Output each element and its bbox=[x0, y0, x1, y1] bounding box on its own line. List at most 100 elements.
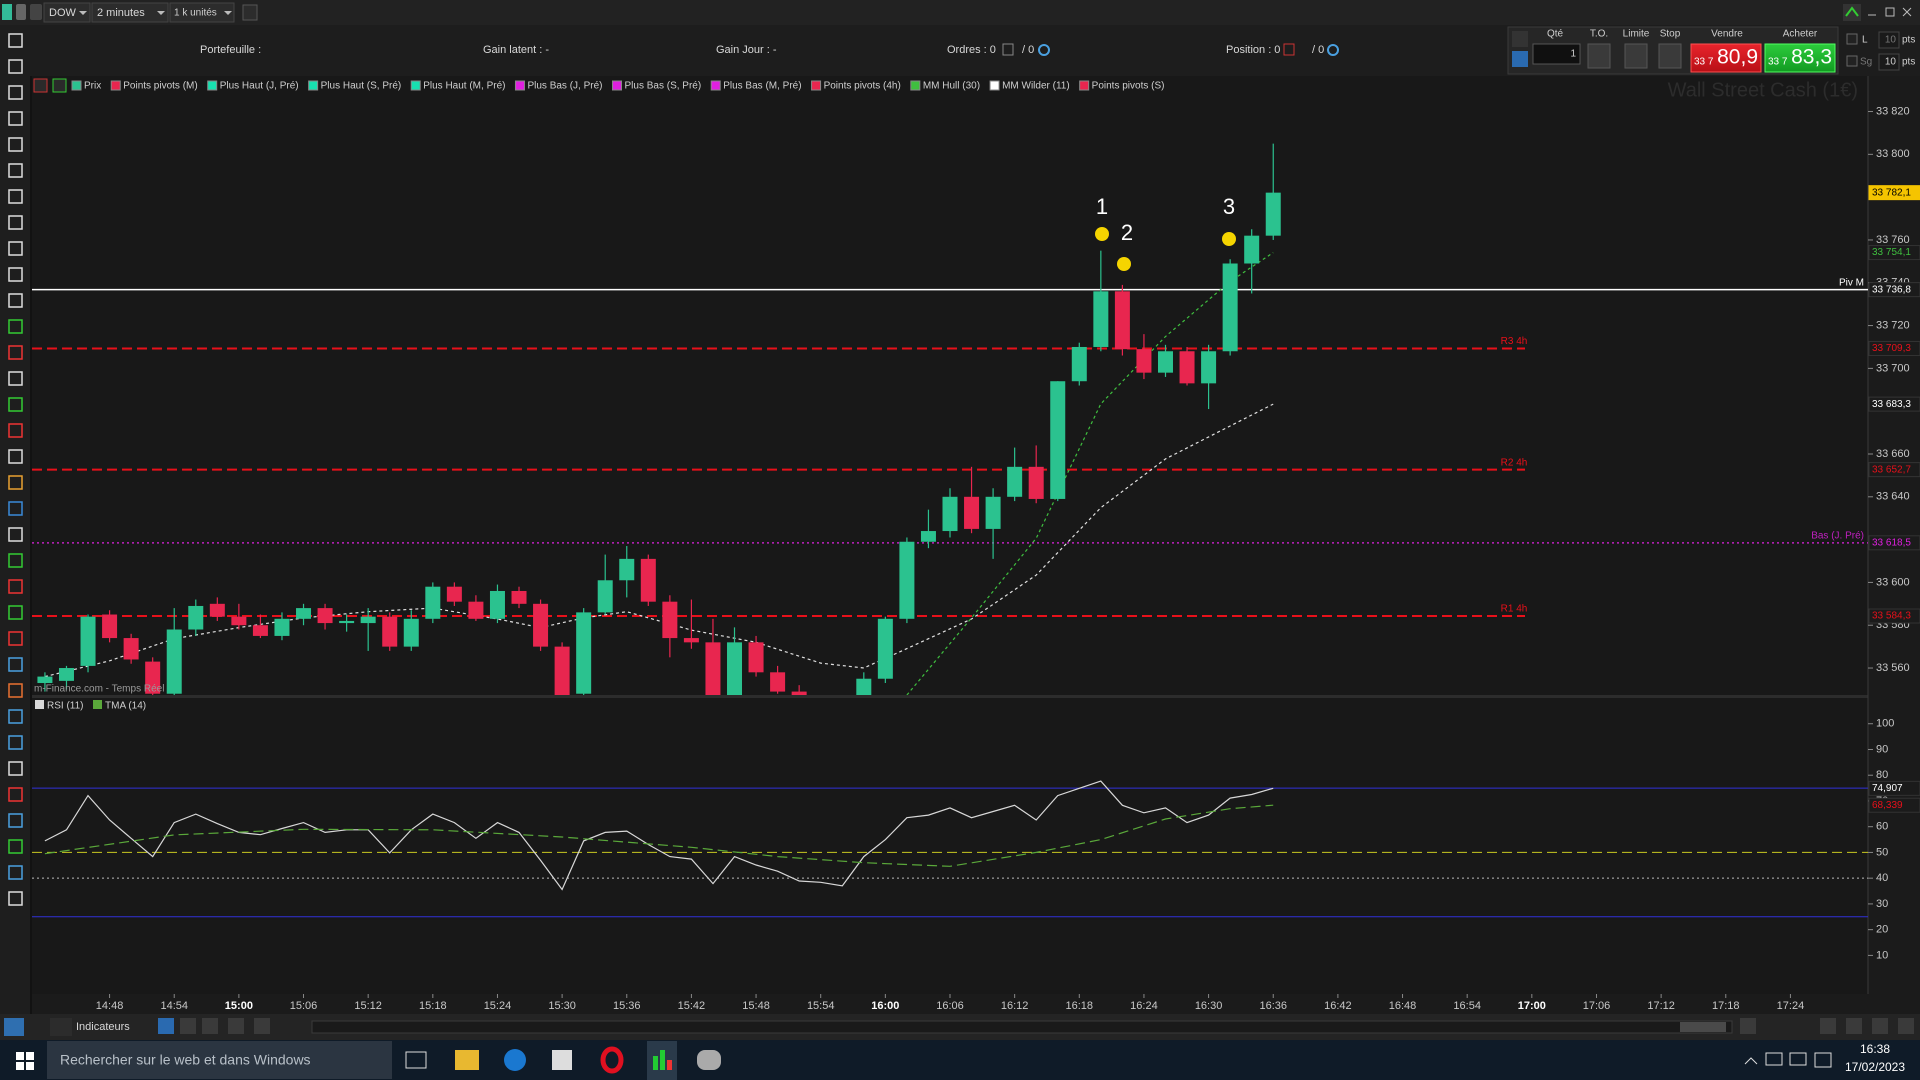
tray-arrow[interactable] bbox=[1744, 1057, 1758, 1065]
restore-button[interactable] bbox=[1885, 7, 1895, 17]
orders-settings-icon[interactable] bbox=[1038, 44, 1050, 56]
opera-icon[interactable] bbox=[600, 1046, 624, 1074]
app-icon[interactable] bbox=[16, 4, 26, 20]
tool-icon[interactable] bbox=[8, 423, 23, 438]
tool-icon[interactable] bbox=[8, 501, 23, 516]
start-button[interactable] bbox=[16, 1052, 34, 1070]
legend-label[interactable]: MM Wilder (11) bbox=[1002, 81, 1070, 92]
pts-input[interactable] bbox=[1878, 53, 1900, 71]
tool-icon[interactable] bbox=[8, 891, 23, 906]
tool-icon[interactable] bbox=[8, 189, 23, 204]
tool-icon[interactable] bbox=[8, 657, 23, 672]
volume-icon[interactable] bbox=[1789, 1052, 1807, 1066]
close-button[interactable] bbox=[1902, 7, 1912, 17]
tool-icon[interactable] bbox=[8, 579, 23, 594]
notification-icon[interactable] bbox=[1814, 1052, 1832, 1068]
app-icon[interactable] bbox=[30, 4, 42, 20]
link-icon[interactable] bbox=[1843, 4, 1861, 21]
tool-icon[interactable] bbox=[8, 683, 23, 698]
tool-icon[interactable] bbox=[8, 475, 23, 490]
tool-icon[interactable] bbox=[1740, 1018, 1756, 1034]
zoom-icon[interactable] bbox=[1820, 1018, 1836, 1034]
tool-icon[interactable] bbox=[8, 267, 23, 282]
units-dropdown[interactable] bbox=[169, 2, 235, 23]
legend-label[interactable]: MM Hull (30) bbox=[923, 81, 980, 92]
tool-icon[interactable] bbox=[202, 1018, 218, 1034]
calc-icon[interactable] bbox=[1512, 51, 1528, 67]
legend-label[interactable]: Prix bbox=[84, 81, 101, 92]
app-icon[interactable] bbox=[2, 4, 12, 20]
legend-label[interactable]: Plus Bas (J, Pré) bbox=[527, 81, 602, 92]
legend-tool[interactable] bbox=[33, 78, 48, 93]
tool-icon[interactable] bbox=[8, 761, 23, 776]
zoom-icon[interactable] bbox=[1872, 1018, 1888, 1034]
stop-button[interactable] bbox=[1658, 43, 1682, 69]
orders-icon[interactable] bbox=[1002, 43, 1014, 56]
tool-icon[interactable] bbox=[8, 605, 23, 620]
paint-icon[interactable] bbox=[697, 1050, 721, 1070]
tool-icon[interactable] bbox=[8, 631, 23, 646]
zoom-icon[interactable] bbox=[1846, 1018, 1862, 1034]
indicators-icon[interactable] bbox=[50, 1018, 72, 1036]
sell-button[interactable] bbox=[1690, 43, 1762, 73]
position-settings-icon[interactable] bbox=[1327, 44, 1339, 56]
tool-icon[interactable] bbox=[8, 813, 23, 828]
tool-icon[interactable] bbox=[8, 293, 23, 308]
legend-label[interactable]: Points pivots (S) bbox=[1092, 81, 1165, 92]
tool-icon[interactable] bbox=[8, 449, 23, 464]
tool-icon[interactable] bbox=[8, 137, 23, 152]
store-icon[interactable] bbox=[552, 1050, 572, 1070]
info-button[interactable] bbox=[242, 4, 258, 21]
buy-button[interactable] bbox=[1764, 43, 1836, 73]
pts-input[interactable] bbox=[1878, 31, 1900, 49]
tool-icon[interactable] bbox=[158, 1018, 174, 1034]
checkbox[interactable] bbox=[1846, 55, 1858, 67]
tool-icon[interactable] bbox=[8, 787, 23, 802]
tool-icon[interactable] bbox=[4, 1018, 24, 1036]
tool-icon[interactable] bbox=[228, 1018, 244, 1034]
tool-icon[interactable] bbox=[8, 215, 23, 230]
legend-label[interactable]: Points pivots (4h) bbox=[824, 81, 901, 92]
tool-icon[interactable] bbox=[8, 33, 23, 48]
tool-icon[interactable] bbox=[8, 397, 23, 412]
tool-icon[interactable] bbox=[254, 1018, 270, 1034]
to-button[interactable] bbox=[1587, 43, 1611, 69]
legend-label[interactable]: Plus Haut (J, Pré) bbox=[220, 81, 299, 92]
legend-tool[interactable] bbox=[52, 78, 67, 93]
tool-icon[interactable] bbox=[8, 59, 23, 74]
tool-icon[interactable] bbox=[8, 371, 23, 386]
instrument-dropdown[interactable] bbox=[43, 2, 91, 23]
legend-label[interactable]: Plus Bas (S, Pré) bbox=[625, 81, 702, 92]
search-box[interactable] bbox=[47, 1041, 392, 1079]
scrollbar-thumb[interactable] bbox=[1680, 1022, 1726, 1032]
tool-icon[interactable] bbox=[8, 85, 23, 100]
legend-label[interactable]: Plus Haut (S, Pré) bbox=[321, 81, 402, 92]
task-view[interactable] bbox=[405, 1051, 427, 1069]
tool-icon[interactable] bbox=[8, 241, 23, 256]
scrollbar[interactable] bbox=[311, 1020, 1733, 1034]
tool-icon[interactable] bbox=[8, 839, 23, 854]
tool-icon[interactable] bbox=[8, 527, 23, 542]
edge-icon[interactable] bbox=[504, 1049, 526, 1071]
indicators-button[interactable]: Indicateurs bbox=[76, 1021, 130, 1033]
tool-icon[interactable] bbox=[180, 1018, 196, 1034]
tool-icon[interactable] bbox=[8, 345, 23, 360]
tool-icon[interactable] bbox=[1512, 31, 1528, 47]
tool-icon[interactable] bbox=[8, 163, 23, 178]
tool-icon[interactable] bbox=[8, 735, 23, 750]
legend-label[interactable]: Points pivots (M) bbox=[123, 81, 197, 92]
position-icon[interactable] bbox=[1283, 43, 1295, 56]
tool-icon[interactable] bbox=[8, 865, 23, 880]
legend-label[interactable]: Plus Bas (M, Pré) bbox=[723, 81, 801, 92]
limit-button[interactable] bbox=[1624, 43, 1648, 69]
period-dropdown[interactable] bbox=[91, 2, 169, 23]
legend-label[interactable]: Plus Haut (M, Pré) bbox=[423, 81, 505, 92]
tool-icon[interactable] bbox=[8, 319, 23, 334]
qty-input[interactable] bbox=[1532, 43, 1581, 65]
tool-icon[interactable] bbox=[1898, 1018, 1914, 1034]
network-icon[interactable] bbox=[1765, 1052, 1783, 1066]
tool-icon[interactable] bbox=[8, 553, 23, 568]
tool-icon[interactable] bbox=[8, 111, 23, 126]
tool-icon[interactable] bbox=[8, 709, 23, 724]
explorer-icon[interactable] bbox=[455, 1050, 479, 1070]
